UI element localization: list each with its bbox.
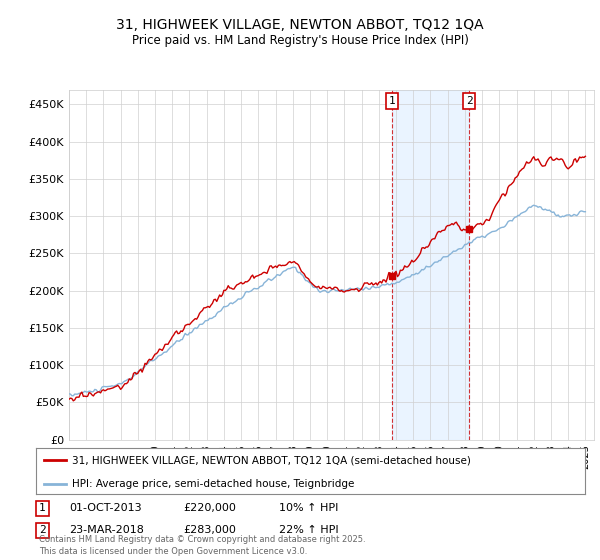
Text: 1: 1 (388, 96, 395, 106)
Text: Contains HM Land Registry data © Crown copyright and database right 2025.
This d: Contains HM Land Registry data © Crown c… (39, 535, 365, 556)
Text: 31, HIGHWEEK VILLAGE, NEWTON ABBOT, TQ12 1QA (semi-detached house): 31, HIGHWEEK VILLAGE, NEWTON ABBOT, TQ12… (71, 455, 470, 465)
Text: 01-OCT-2013: 01-OCT-2013 (69, 503, 142, 514)
Text: 1: 1 (39, 503, 46, 514)
Text: Price paid vs. HM Land Registry's House Price Index (HPI): Price paid vs. HM Land Registry's House … (131, 34, 469, 46)
Text: 23-MAR-2018: 23-MAR-2018 (69, 525, 144, 535)
Bar (392, 90, 469, 440)
Text: HPI: Average price, semi-detached house, Teignbridge: HPI: Average price, semi-detached house,… (71, 479, 354, 489)
Text: 10% ↑ HPI: 10% ↑ HPI (279, 503, 338, 514)
Text: £220,000: £220,000 (183, 503, 236, 514)
Text: 22% ↑ HPI: 22% ↑ HPI (279, 525, 338, 535)
Text: 31, HIGHWEEK VILLAGE, NEWTON ABBOT, TQ12 1QA: 31, HIGHWEEK VILLAGE, NEWTON ABBOT, TQ12… (116, 18, 484, 32)
Text: £283,000: £283,000 (183, 525, 236, 535)
Text: 2: 2 (39, 525, 46, 535)
Text: 2: 2 (466, 96, 473, 106)
